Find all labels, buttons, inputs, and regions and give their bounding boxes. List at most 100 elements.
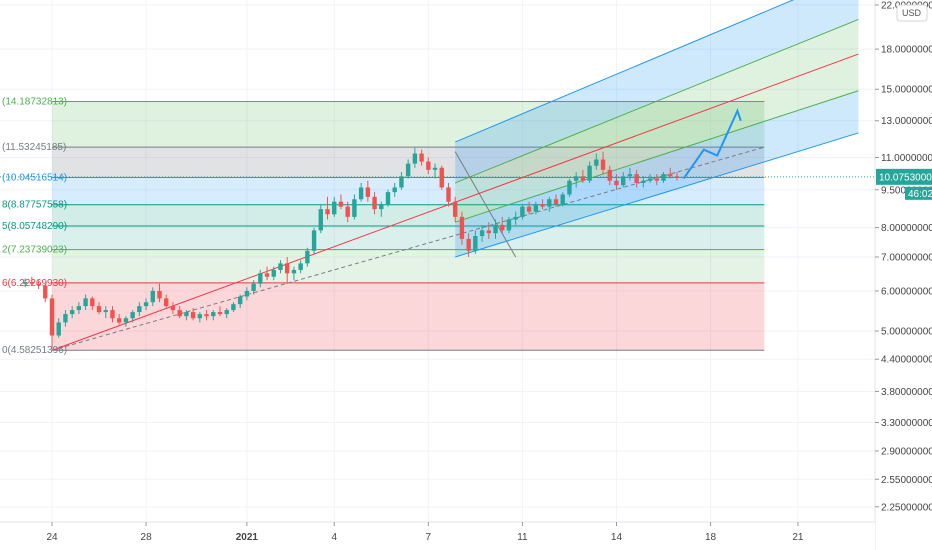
candle-body <box>453 201 458 217</box>
candle-body <box>285 263 290 274</box>
time-tick-label: 21 <box>792 532 804 543</box>
candle-body <box>513 216 518 220</box>
price-tick-label: 2.90000000 <box>881 446 932 457</box>
fib-zone <box>52 204 765 227</box>
candle-body <box>647 178 653 181</box>
time-tick-label: 18 <box>705 532 717 543</box>
time-tick-label: 14 <box>611 532 623 543</box>
price-axis <box>875 0 932 550</box>
candle-body <box>117 318 122 323</box>
candle-body <box>56 322 61 336</box>
candle-body <box>473 236 478 251</box>
price-tick-label: 18.00000000 <box>881 45 932 56</box>
currency-badge[interactable] <box>896 4 928 22</box>
candle-body <box>560 194 565 205</box>
candle-body <box>110 310 115 319</box>
candle-body <box>43 285 48 299</box>
price-tick-label: 7.00000000 <box>881 252 932 263</box>
candle-body <box>547 199 552 207</box>
candle-body <box>412 153 418 164</box>
candle-body <box>90 298 95 307</box>
candle-body <box>271 269 276 277</box>
candle-body <box>211 312 216 317</box>
candle-body <box>318 209 323 231</box>
candle-body <box>540 204 545 207</box>
candle-body <box>217 312 223 315</box>
time-tick-label: 2021 <box>236 532 259 543</box>
projection-path <box>682 108 742 180</box>
candle-body <box>311 230 317 251</box>
candle-body <box>197 314 203 319</box>
candle-body <box>399 176 404 188</box>
candle-body <box>332 201 337 215</box>
price-tick-label: 2.25000000 <box>881 502 932 513</box>
pitchfork-channel <box>454 0 859 258</box>
candle-body <box>520 206 525 217</box>
candle-body <box>459 216 465 239</box>
price-tick-label: 5.00000000 <box>881 327 932 338</box>
fib-level-label: 5(8.05748290) <box>2 221 67 232</box>
candle-body <box>177 310 182 317</box>
candle-body <box>29 281 35 284</box>
candle-body <box>479 230 485 237</box>
pitchfork-line <box>455 0 795 143</box>
candle-body <box>587 165 592 181</box>
fib-level-label: (10.04516514) <box>2 172 67 183</box>
candle-body <box>379 204 384 210</box>
price-tick-label: 11.00000000 <box>881 153 932 164</box>
candle-body <box>614 180 619 186</box>
fib-zone <box>52 282 765 351</box>
pitchfork-zone-bottom <box>455 90 859 257</box>
fib-level-label: 8(8.87757558) <box>2 200 67 211</box>
pitchfork-handle <box>454 151 517 258</box>
candle-body <box>405 163 411 177</box>
candle-body <box>224 310 229 315</box>
time-tick-label: 4 <box>331 532 337 543</box>
fib-level-label: 6(6.22269930) <box>2 278 67 289</box>
fib-zone <box>52 226 765 250</box>
price-tick-label: 6.00000000 <box>881 286 932 297</box>
pitchfork-line <box>455 132 859 258</box>
pitchfork-line <box>455 90 859 223</box>
countdown-tag <box>905 186 932 200</box>
candle-body <box>49 298 55 336</box>
trend-line-dashed <box>51 146 765 351</box>
candle-body <box>641 180 646 183</box>
candle-body <box>580 176 586 181</box>
candle-body <box>432 167 438 170</box>
candle-body <box>325 209 330 215</box>
candle-body <box>352 199 357 217</box>
candle-body <box>258 273 263 284</box>
candle-body <box>157 290 162 299</box>
candle-body <box>486 230 491 234</box>
pitchfork-zone-top <box>455 0 859 183</box>
candle-body <box>170 306 176 311</box>
candle-body <box>231 304 236 311</box>
fib-zone <box>52 101 765 148</box>
time-tick-label: 28 <box>141 532 153 543</box>
candle-body <box>661 174 666 181</box>
countdown-label: 46:02 <box>908 189 932 200</box>
candle-body <box>426 161 431 170</box>
candle-body <box>164 298 169 307</box>
candle-body <box>493 224 498 234</box>
candle-body <box>526 206 532 212</box>
candle-body <box>69 310 75 315</box>
candle-body <box>600 159 606 170</box>
candle-body <box>36 283 41 286</box>
candle-body <box>573 176 579 181</box>
candle-body <box>634 174 639 183</box>
currency-label: USD <box>902 8 922 18</box>
candle-body <box>298 263 303 270</box>
candle-body <box>553 199 559 205</box>
candle-body <box>419 153 424 162</box>
candle-body <box>345 206 350 217</box>
candle-body <box>338 201 344 207</box>
candle-body <box>439 167 444 188</box>
grid-lines <box>0 0 893 522</box>
price-tick-label: 4.40000000 <box>881 355 932 366</box>
candle-body <box>567 180 572 195</box>
time-tick-label: 11 <box>517 532 528 543</box>
time-tick-label: 24 <box>46 532 58 543</box>
